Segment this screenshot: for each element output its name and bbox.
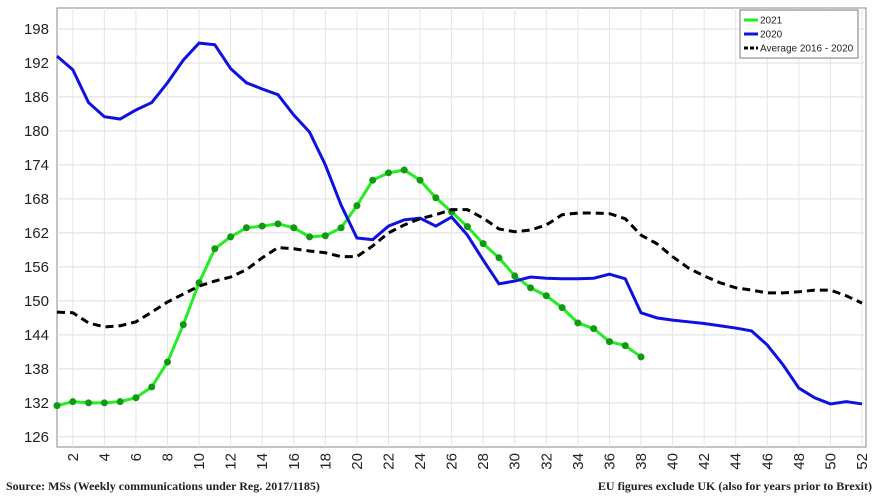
y-tick-label: 192 <box>24 55 49 72</box>
data-point <box>69 398 77 406</box>
x-tick-label: 18 <box>317 453 334 470</box>
data-point <box>274 220 282 228</box>
data-point <box>163 358 171 366</box>
data-point <box>621 342 629 350</box>
data-point <box>85 399 93 407</box>
x-tick-label: 24 <box>412 453 429 470</box>
data-point <box>384 169 392 177</box>
data-point <box>148 383 156 391</box>
data-point <box>637 353 645 361</box>
y-tick-label: 144 <box>24 327 49 344</box>
y-tick-label: 174 <box>24 157 49 174</box>
legend-label: Average 2016 - 2020 <box>760 44 854 55</box>
legend-label: 2021 <box>760 16 783 27</box>
x-tick-label: 34 <box>570 453 587 470</box>
data-point <box>542 292 550 300</box>
data-point <box>463 223 471 231</box>
y-tick-label: 132 <box>24 395 49 412</box>
source-note: Source: MSs (Weekly communications under… <box>6 479 320 493</box>
legend-box <box>739 9 859 59</box>
data-point <box>53 402 61 410</box>
data-point <box>400 166 408 174</box>
series-line <box>56 41 863 406</box>
x-tick-label: 42 <box>696 453 713 470</box>
x-tick-label: 20 <box>349 453 366 470</box>
data-point <box>353 202 361 210</box>
y-tick-label: 138 <box>24 361 49 378</box>
y-tick-label: 150 <box>24 293 49 310</box>
x-tick-label: 48 <box>791 453 808 470</box>
data-point <box>337 224 345 232</box>
x-tick-label: 38 <box>633 453 650 470</box>
y-tick-label: 126 <box>24 429 49 446</box>
x-tick-label: 8 <box>159 453 176 461</box>
x-tick-label: 36 <box>601 453 618 470</box>
data-point <box>116 398 124 406</box>
y-tick-label: 198 <box>24 21 49 38</box>
data-point <box>242 224 250 232</box>
data-point <box>369 176 377 184</box>
data-point <box>290 224 298 232</box>
data-point <box>258 222 266 230</box>
data-point <box>527 284 535 292</box>
data-point <box>306 233 314 241</box>
legend-label: 2020 <box>760 30 783 41</box>
x-tick-label: 16 <box>286 453 303 470</box>
y-tick-label: 168 <box>24 191 49 208</box>
data-point <box>558 304 566 312</box>
data-point <box>605 338 613 346</box>
x-tick-label: 52 <box>854 453 871 470</box>
data-point <box>479 240 487 248</box>
x-tick-label: 32 <box>538 453 555 470</box>
y-tick-label: 186 <box>24 89 49 106</box>
y-tick-label: 162 <box>24 225 49 242</box>
data-point <box>432 194 440 202</box>
x-tick-label: 50 <box>822 453 839 470</box>
data-point <box>416 176 424 184</box>
data-point <box>574 319 582 327</box>
x-tick-label: 2 <box>65 453 82 461</box>
x-tick-label: 26 <box>444 453 461 470</box>
x-tick-label: 44 <box>728 453 745 470</box>
data-point <box>179 321 187 329</box>
x-tick-label: 12 <box>223 453 240 470</box>
x-tick-label: 28 <box>475 453 492 470</box>
data-point <box>495 254 503 262</box>
data-point <box>321 232 329 240</box>
data-point <box>132 394 140 402</box>
data-point <box>227 233 235 241</box>
y-tick-label: 156 <box>24 259 49 276</box>
x-tick-label: 10 <box>191 453 208 470</box>
footnote: EU figures exclude UK (also for years pr… <box>598 479 872 493</box>
x-tick-label: 14 <box>254 453 271 470</box>
x-tick-label: 30 <box>507 453 524 470</box>
data-point <box>100 399 108 407</box>
series-line <box>56 208 863 329</box>
x-tick-label: 46 <box>759 453 776 470</box>
y-tick-label: 180 <box>24 123 49 140</box>
data-point <box>590 325 598 333</box>
data-point <box>211 245 219 253</box>
x-tick-label: 6 <box>128 453 145 461</box>
data-point <box>511 272 519 280</box>
x-tick-label: 22 <box>380 453 397 470</box>
x-tick-label: 4 <box>96 453 113 461</box>
x-tick-label: 40 <box>665 453 682 470</box>
